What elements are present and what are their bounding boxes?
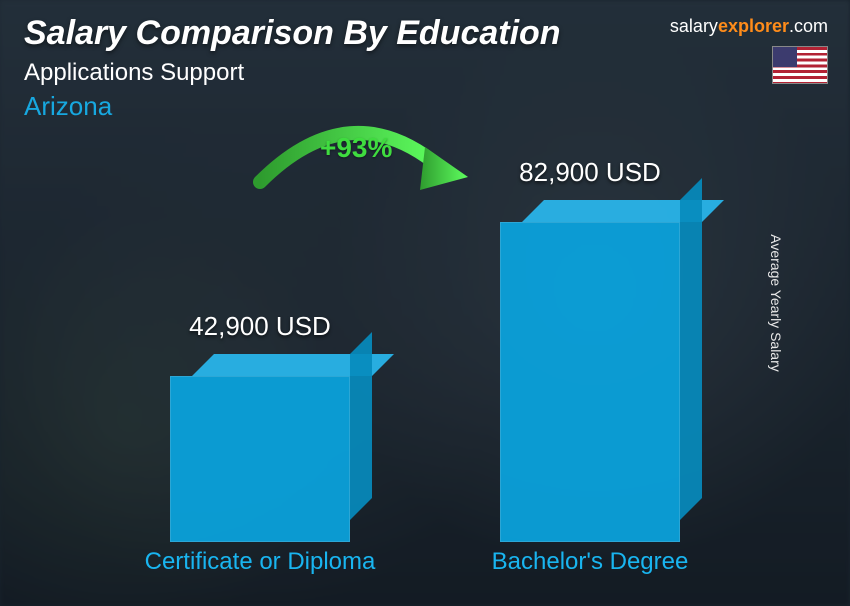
brand-text-2: explorer <box>718 16 789 36</box>
brand-watermark: salaryexplorer.com <box>670 16 828 37</box>
brand-text-3: .com <box>789 16 828 36</box>
increase-percent-label: +93% <box>320 132 392 164</box>
bar-certificate-or-diploma: 42,900 USDCertificate or Diploma <box>170 376 350 542</box>
brand-text-1: salary <box>670 16 718 36</box>
bar-category-label: Bachelor's Degree <box>440 548 740 576</box>
bar-value-label: 42,900 USD <box>130 311 390 342</box>
bar-value-label: 82,900 USD <box>460 157 720 188</box>
country-flag-icon <box>772 46 828 84</box>
bar-bachelor-s-degree: 82,900 USDBachelor's Degree <box>500 222 680 542</box>
chart-subtitle-job: Applications Support <box>24 59 826 87</box>
bar-category-label: Certificate or Diploma <box>110 548 410 576</box>
bar-chart: +93% 42,900 USDCertificate or Diploma82,… <box>60 170 790 578</box>
